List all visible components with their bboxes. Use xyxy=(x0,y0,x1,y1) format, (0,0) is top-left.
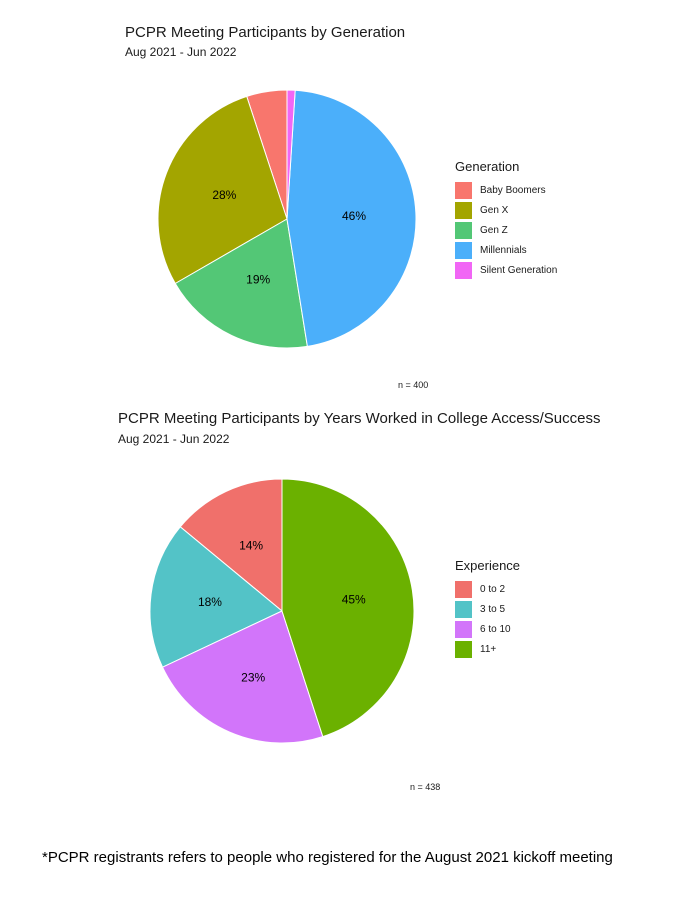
legend-label: Gen X xyxy=(480,204,509,216)
legend-item: Gen X xyxy=(455,200,557,220)
legend-item: 6 to 10 xyxy=(455,619,520,639)
slice-data-label: 14% xyxy=(239,538,263,552)
legend-item: 11+ xyxy=(455,639,520,659)
legend-label: Gen Z xyxy=(480,224,508,236)
footnote: *PCPR registrants refers to people who r… xyxy=(42,849,613,866)
legend-title: Generation xyxy=(455,159,520,174)
legend-label: Baby Boomers xyxy=(480,184,546,196)
sample-size-caption: n = 438 xyxy=(410,782,441,792)
experience-legend: Experience 0 to 2 3 to 5 6 to 10 11+ xyxy=(455,558,520,659)
legend-item: 0 to 2 xyxy=(455,579,520,599)
generation-chart: PCPR Meeting Participants by Generation … xyxy=(0,0,700,400)
legend-items: 0 to 2 3 to 5 6 to 10 11+ xyxy=(455,579,520,659)
legend-label: Millennials xyxy=(480,244,527,256)
slice-data-label: 46% xyxy=(342,209,366,223)
legend-items: Baby Boomers Gen X Gen Z Millennials Silent … xyxy=(455,180,557,280)
experience-pie: 14% 18% 23% 45% xyxy=(149,478,415,744)
pie-slice-0-to-2 xyxy=(179,478,283,613)
pie-slice-silent-generation xyxy=(286,89,296,220)
legend-swatch xyxy=(455,201,472,219)
chart-subtitle: Aug 2021 - Jun 2022 xyxy=(118,432,230,446)
legend-swatch xyxy=(455,241,472,259)
legend-item: Baby Boomers xyxy=(455,180,557,200)
pie-slice-3-to-5 xyxy=(149,526,283,668)
legend-item: Silent Generation xyxy=(455,260,557,280)
legend-swatch xyxy=(455,221,472,239)
experience-chart: PCPR Meeting Participants by Years Worke… xyxy=(118,410,601,792)
legend-item: Gen Z xyxy=(455,220,557,240)
legend-label: 0 to 2 xyxy=(480,583,506,595)
legend-title: Experience xyxy=(455,558,521,573)
legend-swatch xyxy=(455,640,472,658)
slice-data-label: 45% xyxy=(342,593,366,607)
legend-label: Silent Generation xyxy=(480,264,558,276)
chart-title: PCPR Meeting Participants by Generation xyxy=(125,24,406,41)
legend-item: 3 to 5 xyxy=(455,599,520,619)
legend-label: 6 to 10 xyxy=(480,623,511,635)
generation-legend: Generation Baby Boomers Gen X Gen Z Millenn… xyxy=(455,159,557,280)
legend-label: 3 to 5 xyxy=(480,603,506,615)
chart-title: PCPR Meeting Participants by Years Worke… xyxy=(118,410,601,427)
slice-data-label: 28% xyxy=(212,188,236,202)
pie-slice-6-to-10 xyxy=(161,610,324,744)
slice-data-label: 23% xyxy=(241,671,265,685)
legend-swatch xyxy=(455,620,472,638)
legend-item: Millennials xyxy=(455,240,557,260)
sample-size-caption: n = 400 xyxy=(398,380,429,390)
pie-slice-gen-z xyxy=(174,218,308,349)
legend-label: 11+ xyxy=(480,643,497,655)
legend-swatch xyxy=(455,261,472,279)
pie-slice-11- xyxy=(281,478,415,738)
pie-slice-gen-x xyxy=(157,95,288,285)
slice-data-label: 18% xyxy=(198,595,222,609)
legend-swatch xyxy=(455,600,472,618)
pie-slice-millennials xyxy=(286,89,417,347)
legend-swatch xyxy=(455,181,472,199)
generation-pie: 28% 19% 46% xyxy=(157,89,417,349)
slice-data-label: 19% xyxy=(246,273,270,287)
chart-subtitle: Aug 2021 - Jun 2022 xyxy=(125,45,237,59)
legend-swatch xyxy=(455,580,472,598)
